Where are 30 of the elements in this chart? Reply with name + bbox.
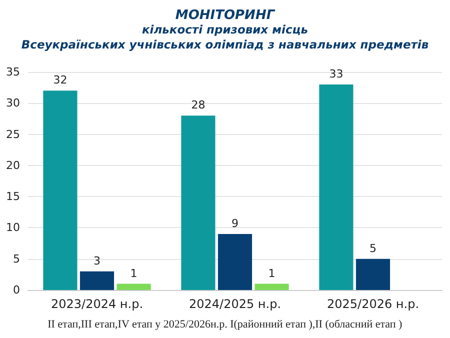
data-label: 28 bbox=[191, 98, 206, 112]
y-tick-label: 5 bbox=[13, 252, 20, 266]
data-label: 3 bbox=[94, 254, 100, 268]
data-label: 32 bbox=[53, 74, 68, 87]
bar bbox=[356, 258, 390, 290]
x-tick-label: 2024/2025 н.р. bbox=[188, 297, 282, 311]
bar bbox=[43, 90, 78, 290]
bar bbox=[218, 234, 252, 290]
chart-title: МОНІТОРИНГ bbox=[175, 8, 276, 23]
chart-subtitle: кількості призових місць Всеукраїнських учнівських олімпіад з навчальних предметів bbox=[21, 22, 429, 52]
y-tick-label: 0 bbox=[13, 284, 20, 296]
y-tick-label: 10 bbox=[6, 221, 20, 234]
text: II етап,III етап,IV етап у 2025/2026н.р. I(районний етап ),II (обласний етап ) bbox=[48, 318, 403, 330]
data-label: 9 bbox=[232, 216, 238, 230]
bar bbox=[116, 284, 151, 290]
bar bbox=[181, 116, 216, 290]
y-tick-label: 30 bbox=[6, 96, 20, 110]
x-tick-label: 2023/2024 н.р. bbox=[50, 297, 144, 311]
y-tick-label: 35 bbox=[6, 66, 20, 78]
bar bbox=[80, 271, 114, 290]
data-label: 5 bbox=[370, 242, 376, 255]
bar bbox=[319, 84, 354, 290]
data-label: 1 bbox=[130, 266, 138, 280]
data-label: 1 bbox=[268, 266, 276, 280]
bar bbox=[254, 284, 289, 290]
data-label: 33 bbox=[329, 67, 344, 80]
x-tick-label: 2025/2026 н.р. bbox=[326, 297, 420, 311]
y-tick-label: 20 bbox=[6, 158, 20, 172]
y-tick-label: 15 bbox=[6, 190, 20, 204]
y-tick-label: 25 bbox=[6, 128, 20, 141]
